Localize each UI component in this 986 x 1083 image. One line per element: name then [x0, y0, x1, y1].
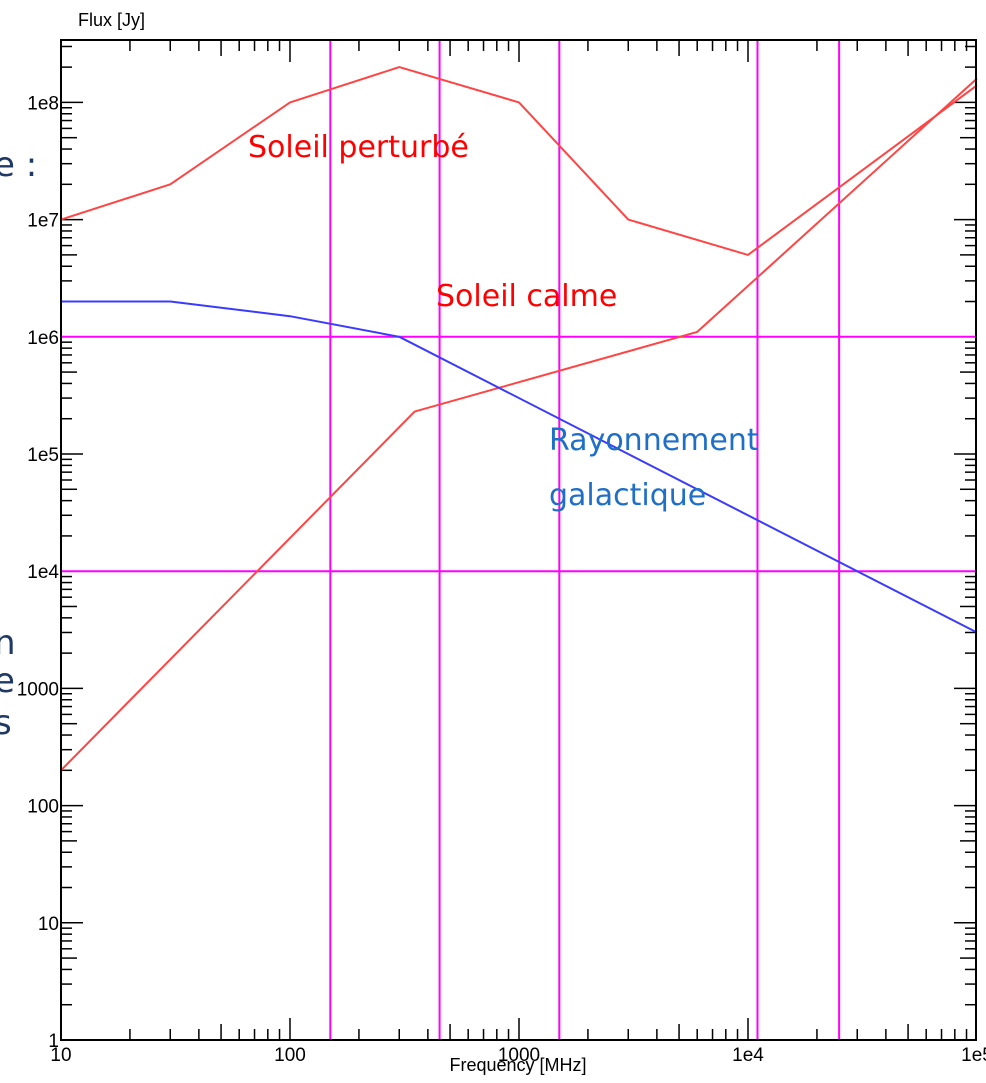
- y-tick-label: 1000: [17, 679, 59, 700]
- series-line-soleil-calme: [60, 77, 978, 772]
- side-text-2: n: [0, 623, 16, 663]
- y-axis-title: Flux [Jy]: [78, 10, 145, 30]
- x-tick-labels: 10 100 1000 1e4 1e5: [50, 1045, 986, 1066]
- side-text-1: e :: [0, 145, 37, 185]
- x-tick-label: 1000: [498, 1045, 540, 1066]
- y-tick-label: 1e5: [27, 445, 59, 466]
- series-line-soleil-perturbe: [60, 66, 978, 256]
- y-tick-label: 1e4: [27, 562, 59, 583]
- annotation-soleil-perturbe: Soleil perturbé: [248, 130, 469, 165]
- annotation-galactique: galactique: [549, 478, 706, 513]
- x-axis-title: Frequency [MHz]: [449, 1055, 586, 1075]
- x-tick-label: 1e5: [961, 1045, 986, 1066]
- y-tick-label: 100: [27, 797, 59, 818]
- x-tick-label: 1e4: [732, 1045, 764, 1066]
- x-tick-label: 100: [274, 1045, 306, 1066]
- plot-frame: [60, 39, 977, 1041]
- x-tick-label: 10: [50, 1045, 71, 1066]
- y-tick-label: 1: [48, 1031, 59, 1052]
- annotation-soleil-calme: Soleil calme: [436, 279, 617, 314]
- y-tick-label: 1e8: [27, 93, 59, 114]
- annotation-rayonnement: Rayonnement: [549, 423, 759, 458]
- y-tick-labels: 1 10 100 1000 1e4 1e5 1e6 1e7 1e8: [17, 93, 60, 1052]
- y-tick-label: 10: [38, 914, 59, 935]
- series-layer: [60, 66, 978, 772]
- side-text-3: e: [0, 661, 15, 701]
- minor-ticks: [60, 40, 976, 1041]
- y-tick-label: 1e6: [27, 328, 59, 349]
- side-text-4: s: [0, 703, 12, 743]
- reference-lines: [61, 40, 976, 1040]
- y-tick-label: 1e7: [27, 211, 59, 232]
